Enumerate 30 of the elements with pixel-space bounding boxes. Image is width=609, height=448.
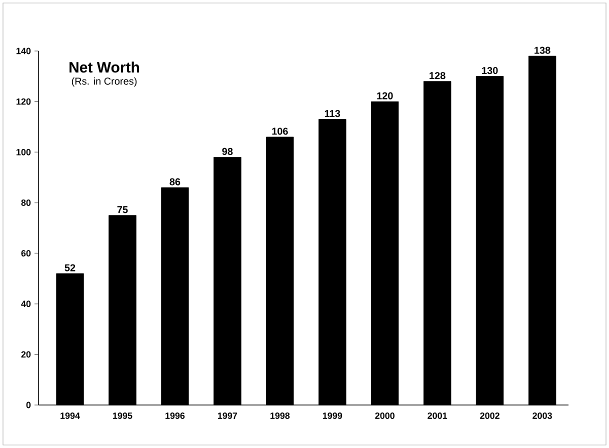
data-label: 86 [170, 178, 180, 186]
y-tick-label: 20 [21, 351, 31, 358]
x-tick-label: 1997 [218, 412, 238, 419]
x-tick-label: 1994 [60, 412, 80, 419]
x-tick-label: 1998 [270, 412, 290, 419]
data-label: 120 [377, 92, 393, 100]
x-tick-label: 2003 [532, 412, 552, 419]
data-label: 128 [430, 72, 446, 80]
y-tick-label: 40 [21, 300, 31, 308]
data-label: 52 [64, 264, 76, 272]
data-label: 75 [117, 206, 128, 214]
text: (Rs. in Crores) [72, 77, 137, 87]
y-tick-label: 140 [16, 48, 31, 54]
y-tick-label: 60 [21, 250, 31, 256]
data-label: 98 [222, 148, 233, 155]
y-tick-label: 100 [16, 148, 31, 156]
x-tick-label: 1996 [166, 412, 185, 419]
x-tick-label: 1995 [113, 412, 132, 419]
x-tick-label: 2001 [428, 412, 448, 419]
y-tick-label: 80 [21, 200, 31, 206]
data-label: 138 [534, 46, 550, 54]
x-tick-label: 1999 [322, 412, 342, 419]
x-tick-label: 2002 [480, 412, 500, 419]
text: Net Worth [70, 62, 140, 73]
data-label: 130 [482, 66, 498, 74]
y-tick-label: 0 [26, 402, 31, 408]
y-tick-label: 120 [16, 98, 31, 105]
data-label: 113 [324, 110, 340, 118]
x-tick-label: 2000 [375, 412, 394, 419]
data-label: 106 [272, 128, 288, 135]
